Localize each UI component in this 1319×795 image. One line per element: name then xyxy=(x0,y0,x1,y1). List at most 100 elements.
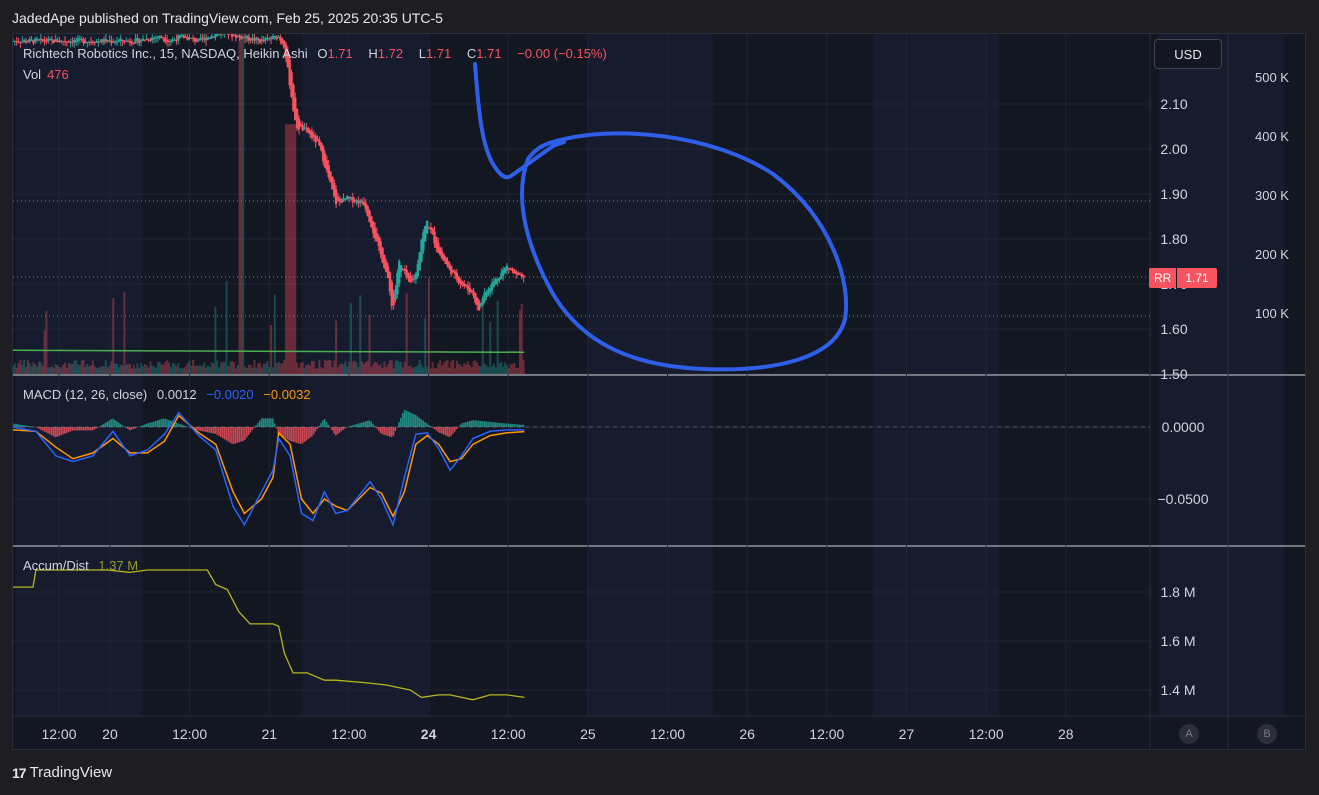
candle-body xyxy=(390,282,394,306)
volume-bar xyxy=(138,367,141,374)
candle-body xyxy=(511,268,514,271)
last-price-symbol: RR xyxy=(1149,268,1177,288)
volume-bar xyxy=(312,361,315,374)
candle-body xyxy=(305,127,308,129)
chart-frame[interactable]: 12:00 20 12:00 21 12:00 24 12:00 25 12:00 26 12:00… xyxy=(12,33,1306,750)
macd-histogram-bar xyxy=(101,424,103,427)
volume-bar xyxy=(400,361,403,374)
volume-bar xyxy=(115,363,118,374)
volume-bar xyxy=(351,361,354,374)
volume-bar xyxy=(249,364,252,374)
candle-body xyxy=(43,39,46,42)
volume-bar xyxy=(227,365,230,374)
volume-bar xyxy=(452,359,455,374)
macd-histogram-bar xyxy=(450,427,452,436)
candle-body xyxy=(26,41,30,43)
volume-bar xyxy=(468,365,471,374)
volume-bar xyxy=(479,366,482,374)
macd-histogram-bar xyxy=(62,427,64,435)
macd-histogram-bar xyxy=(117,422,120,427)
candle-body xyxy=(464,284,468,286)
volume-bar xyxy=(190,365,193,374)
macd-histogram-bar xyxy=(115,421,118,427)
candle-body xyxy=(67,41,70,43)
candle-body xyxy=(310,132,314,138)
macd-histogram-bar xyxy=(52,427,55,437)
candle-body xyxy=(485,292,488,297)
support-line xyxy=(13,349,525,353)
volume-bar xyxy=(478,366,481,374)
candle-body xyxy=(435,237,438,248)
macd-histogram-bar xyxy=(517,424,519,427)
price-tick-label: 1.90 xyxy=(1160,186,1187,202)
candle-body xyxy=(468,287,471,293)
macd-histogram-bar xyxy=(106,421,109,427)
candle-body xyxy=(48,38,52,41)
volume-bar xyxy=(325,360,328,374)
macd-histogram-bar xyxy=(78,427,81,431)
macd-histogram-bar xyxy=(491,422,493,427)
volume-bar xyxy=(253,359,256,374)
candle-body xyxy=(117,40,121,42)
auto-scale-button[interactable]: A xyxy=(1179,724,1199,744)
macd-histogram-bar xyxy=(496,422,499,427)
volume-bar xyxy=(199,365,202,374)
volume-bar xyxy=(169,366,172,374)
volume-bar xyxy=(286,124,289,374)
volume-bar xyxy=(383,361,386,374)
volume-bar xyxy=(197,365,200,374)
volume-bar xyxy=(453,368,456,374)
candle-body xyxy=(297,118,301,130)
candle-body xyxy=(212,37,215,39)
volume-bar xyxy=(372,363,375,374)
macd-line xyxy=(13,411,525,528)
macd-histogram-bar xyxy=(167,420,170,427)
macd-histogram-bar xyxy=(179,424,181,427)
candle-body xyxy=(54,39,57,42)
candle-body xyxy=(193,38,197,42)
volume-bar xyxy=(505,364,508,374)
chart-canvas[interactable]: 12:00 20 12:00 21 12:00 24 12:00 25 12:00 26 12:00… xyxy=(13,34,1306,750)
candle-body xyxy=(69,41,72,43)
candle-body xyxy=(234,34,238,38)
candle-body xyxy=(474,293,477,303)
volume-bar xyxy=(349,303,352,374)
candle-body xyxy=(522,275,525,278)
candle-body xyxy=(507,268,510,270)
volume-bar xyxy=(279,363,282,374)
volume-bar xyxy=(69,363,72,374)
volume-bar xyxy=(357,367,360,374)
currency-button[interactable]: USD xyxy=(1154,39,1222,69)
scale-b-button[interactable]: B xyxy=(1257,724,1277,744)
volume-bar xyxy=(318,359,321,374)
candle-body xyxy=(17,41,20,43)
macd-histogram-bar xyxy=(89,427,92,431)
candle-body xyxy=(503,267,507,273)
candle-body xyxy=(97,41,100,43)
volume-bar xyxy=(201,365,204,374)
macd-histogram-bar xyxy=(231,427,233,444)
macd-histogram-bar xyxy=(478,420,480,427)
candle-body xyxy=(411,279,414,281)
candle-body xyxy=(470,289,473,292)
macd-histogram-bar xyxy=(108,420,111,427)
volume-bar xyxy=(114,363,117,374)
macd-histogram-bar xyxy=(95,427,98,429)
volume-bar xyxy=(186,363,189,374)
volume-bar xyxy=(335,320,338,374)
volume-bar xyxy=(474,360,477,374)
ad-tick-label: 1.6 M xyxy=(1160,633,1195,649)
annotation-circle-stroke xyxy=(520,131,849,372)
volume-bar xyxy=(84,366,87,374)
volume-bar xyxy=(381,367,384,374)
macd-histogram-bar xyxy=(385,427,387,436)
candle-body xyxy=(407,273,410,279)
candle-body xyxy=(22,40,26,42)
candle-body xyxy=(450,265,453,275)
volume-bar xyxy=(264,363,267,374)
macd-histogram-bar xyxy=(485,421,488,427)
macd-histogram-bar xyxy=(227,427,230,442)
macd-histogram-bar xyxy=(21,424,23,427)
candle-body xyxy=(95,40,98,43)
footer-brand: 17 TradingView xyxy=(12,764,112,781)
